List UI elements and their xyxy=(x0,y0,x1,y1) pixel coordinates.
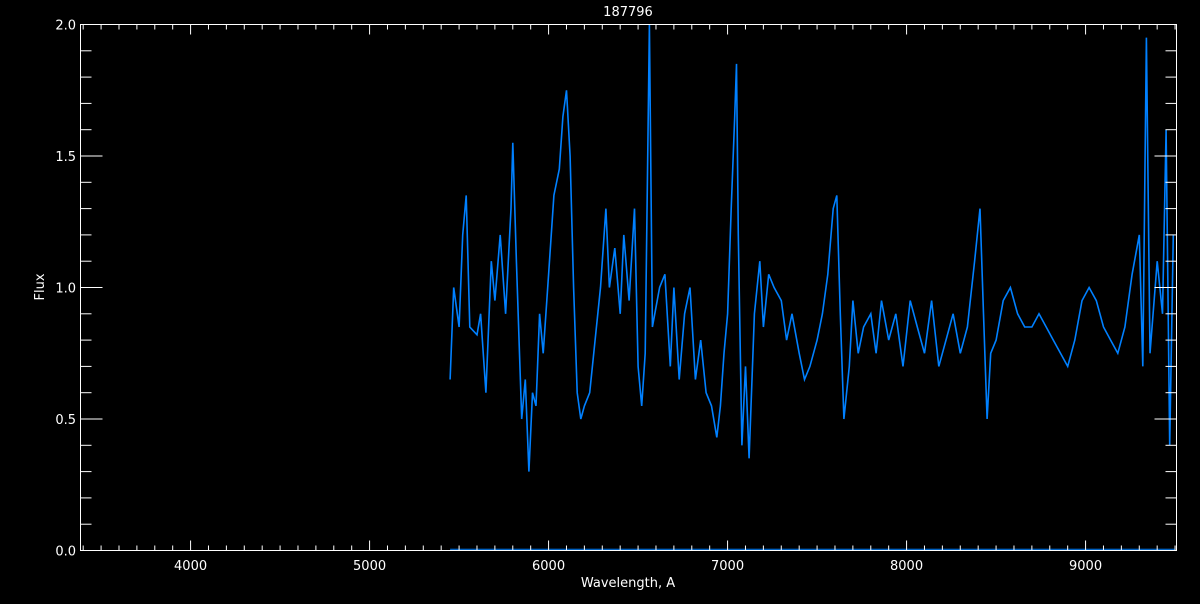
y-tick-label: 2.0 xyxy=(55,19,76,34)
x-tick-label: 4000 xyxy=(174,559,207,574)
y-tick-label: 1.0 xyxy=(55,282,76,297)
y-axis-label: Flux xyxy=(33,273,48,300)
y-tick-label: 1.5 xyxy=(55,150,76,165)
chart-title: 187796 xyxy=(603,5,653,20)
axis-tick-labels: 4000 5000 6000 7000 8000 9000 0.0 0.5 1.0 1.5 2.0 xyxy=(55,19,1102,575)
y-tick-label: 0.5 xyxy=(55,413,76,428)
x-tick-label: 6000 xyxy=(532,559,565,574)
series-layer xyxy=(449,24,1176,550)
axis-ticks xyxy=(80,24,1177,551)
x-tick-label: 9000 xyxy=(1069,559,1102,574)
x-axis-label: Wavelength, A xyxy=(581,576,675,591)
x-tick-label: 7000 xyxy=(711,559,744,574)
flux-series-line xyxy=(449,24,1175,472)
x-tick-label: 8000 xyxy=(890,559,923,574)
x-tick-label: 5000 xyxy=(353,559,386,574)
y-tick-label: 0.0 xyxy=(55,545,76,560)
